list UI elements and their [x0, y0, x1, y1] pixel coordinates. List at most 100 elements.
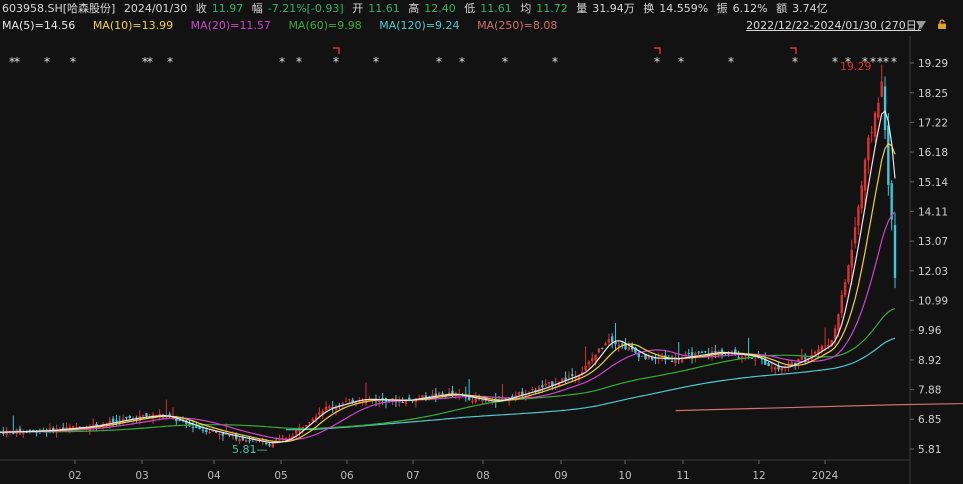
- event-marker: *: [883, 55, 889, 69]
- candle-body: [62, 427, 65, 430]
- event-marker: *: [877, 55, 883, 69]
- candle-body: [378, 399, 381, 402]
- candle-body: [211, 430, 215, 432]
- event-marker: *: [832, 55, 838, 69]
- candle-body: [697, 351, 700, 353]
- candle-body: [813, 351, 817, 354]
- candle-body: [348, 399, 351, 401]
- y-tick-label: 14.11: [918, 206, 948, 218]
- event-marker: *: [147, 55, 153, 69]
- candle-body: [354, 401, 358, 405]
- candle-body: [291, 435, 294, 438]
- candle-body: [644, 354, 647, 359]
- candle-body: [853, 227, 857, 244]
- candle-body: [474, 396, 477, 402]
- ma-legend: MA(5)=14.56 MA(10)=13.99 MA(20)=11.57 MA…: [2, 18, 571, 34]
- candle-body: [640, 355, 644, 357]
- candle-body: [830, 340, 833, 346]
- candle-body: [577, 375, 581, 379]
- candle-body: [481, 398, 484, 402]
- candle-body: [225, 433, 228, 435]
- candle-body: [218, 434, 221, 436]
- candle-body: [191, 426, 195, 429]
- candle-body: [504, 398, 507, 400]
- event-marker: *: [279, 55, 285, 69]
- candle-body: [863, 159, 867, 191]
- y-tick-label: 17.22: [918, 117, 948, 129]
- candle-body: [238, 438, 241, 442]
- quote-date: 2024/01/30: [123, 2, 188, 15]
- x-tick-label: 10: [618, 470, 631, 482]
- y-tick-label: 6.85: [918, 414, 941, 426]
- y-tick-label: 18.25: [918, 88, 948, 100]
- event-marker: *: [552, 55, 558, 69]
- candle-body: [774, 367, 777, 370]
- candle-body: [867, 137, 870, 161]
- triangle-down-icon[interactable]: [916, 21, 926, 29]
- ma250-line: [675, 402, 963, 412]
- candle-body: [760, 358, 764, 360]
- candle-body: [128, 415, 131, 418]
- candle-body: [201, 429, 205, 431]
- candle-body: [734, 349, 737, 355]
- x-tick-label: 04: [207, 470, 221, 482]
- candle-body: [321, 410, 324, 415]
- flag-marker: [790, 47, 797, 54]
- candle-body: [637, 352, 641, 358]
- candle-body: [28, 430, 32, 432]
- candle-body: [714, 350, 717, 352]
- x-tick-label: 2024: [812, 470, 839, 482]
- flag-marker: [333, 47, 340, 54]
- candle-body: [860, 185, 863, 209]
- event-marker: *: [14, 55, 20, 69]
- candle-body: [610, 336, 614, 342]
- candle-body: [294, 430, 298, 434]
- ma120-label: MA(120)=9.24: [379, 19, 460, 32]
- candle-body: [744, 354, 747, 356]
- ma20-line: [0, 211, 896, 441]
- candle-body: [447, 392, 451, 395]
- candle-body: [5, 430, 8, 435]
- candle-body: [617, 344, 621, 347]
- candle-body: [840, 295, 843, 313]
- candle-body: [893, 225, 897, 278]
- volume-value: 31.94万: [592, 2, 635, 15]
- candle-body: [780, 367, 784, 371]
- close-label: 收: [195, 2, 207, 15]
- candle-body: [314, 416, 318, 419]
- amplitude-value: 6.12%: [732, 2, 768, 15]
- candle-body: [331, 406, 334, 408]
- candle-body: [311, 418, 314, 422]
- lock-icon[interactable]: [937, 19, 947, 29]
- candle-body: [248, 440, 251, 442]
- candle-body: [388, 400, 391, 402]
- ma60-line: [43, 307, 896, 433]
- candle-body: [18, 428, 22, 433]
- candle-body: [750, 357, 754, 359]
- turnover-value: 14.559%: [659, 2, 709, 15]
- x-tick-label: 06: [340, 470, 354, 482]
- candle-body: [654, 357, 657, 359]
- date-range-selector[interactable]: 2022/12/22-2024/01/30 (270日): [746, 19, 921, 32]
- event-marker: *: [44, 55, 50, 69]
- candle-body: [91, 424, 95, 427]
- ma60-label: MA(60)=9.98: [288, 19, 362, 32]
- stock-code: 603958.SH[哈森股份]: [2, 2, 116, 15]
- candle-body: [245, 439, 248, 442]
- x-tick-label: 12: [752, 470, 765, 482]
- event-marker: *: [502, 55, 508, 69]
- candle-body: [278, 439, 281, 441]
- candle-body: [833, 328, 837, 340]
- quote-header: 603958.SH[哈森股份] 2024/01/30 收 11.97 幅 -7.21…: [2, 1, 833, 17]
- change-value: -7.21%[-0.93]: [267, 2, 344, 15]
- event-marker: *: [792, 55, 798, 69]
- candle-body: [843, 282, 847, 296]
- ma10-line: [0, 142, 896, 443]
- candle-body: [740, 356, 744, 359]
- candle-body: [574, 376, 577, 379]
- candle-body: [401, 401, 404, 403]
- candle-body: [647, 355, 650, 359]
- low-label: 低: [464, 2, 476, 15]
- candle-body: [634, 347, 637, 353]
